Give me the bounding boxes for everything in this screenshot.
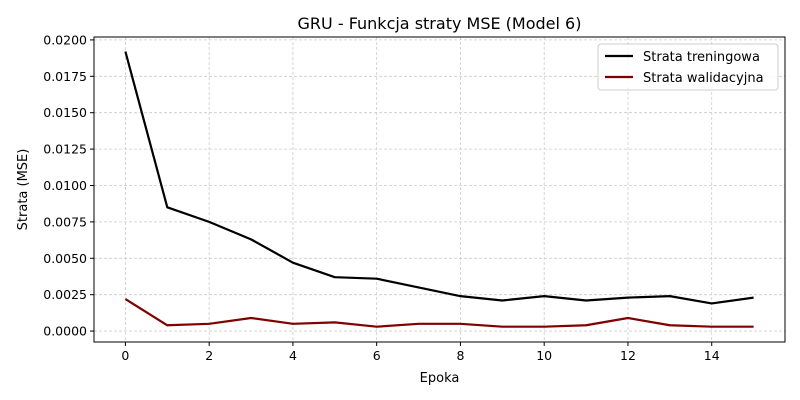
y-tick-label: 0.0200 bbox=[43, 32, 87, 47]
x-tick-label: 10 bbox=[536, 348, 552, 363]
series-line-validation bbox=[124, 298, 754, 328]
series-layer bbox=[124, 51, 754, 328]
chart-title: GRU - Funkcja straty MSE (Model 6) bbox=[298, 14, 582, 33]
x-tick-label: 4 bbox=[289, 348, 297, 363]
x-tick-label: 2 bbox=[205, 348, 213, 363]
grid bbox=[94, 37, 785, 342]
y-axis-ticks: 0.0000 0.0025 0.0050 0.0075 0.0100 0.0125 0.01… bbox=[43, 32, 94, 339]
y-tick-label: 0.0125 bbox=[43, 142, 87, 157]
x-axis-label: Epoka bbox=[420, 371, 460, 386]
x-axis-ticks: 0 2 4 6 8 10 12 14 bbox=[121, 342, 720, 363]
x-tick-label: 8 bbox=[456, 348, 464, 363]
legend: Strata treningowa Strata walidacyjna bbox=[597, 43, 779, 91]
legend-label-validation: Strata walidacyjna bbox=[643, 71, 764, 86]
legend-box bbox=[597, 43, 779, 91]
series-line-training bbox=[124, 51, 754, 305]
x-tick-label: 12 bbox=[620, 348, 636, 363]
y-tick-label: 0.0100 bbox=[43, 178, 87, 193]
plot-frame bbox=[93, 36, 786, 343]
x-tick-label: 6 bbox=[373, 348, 381, 363]
y-tick-label: 0.0075 bbox=[43, 214, 87, 229]
x-tick-label: 0 bbox=[121, 348, 129, 363]
y-tick-label: 0.0000 bbox=[43, 324, 87, 339]
legend-label-training: Strata treningowa bbox=[643, 50, 760, 65]
x-tick-label: 14 bbox=[704, 348, 720, 363]
y-tick-label: 0.0025 bbox=[43, 287, 87, 302]
y-tick-label: 0.0050 bbox=[43, 251, 87, 266]
y-tick-label: 0.0150 bbox=[43, 105, 87, 120]
y-tick-label: 0.0175 bbox=[43, 69, 87, 84]
y-axis-label: Strata (MSE) bbox=[16, 149, 31, 231]
